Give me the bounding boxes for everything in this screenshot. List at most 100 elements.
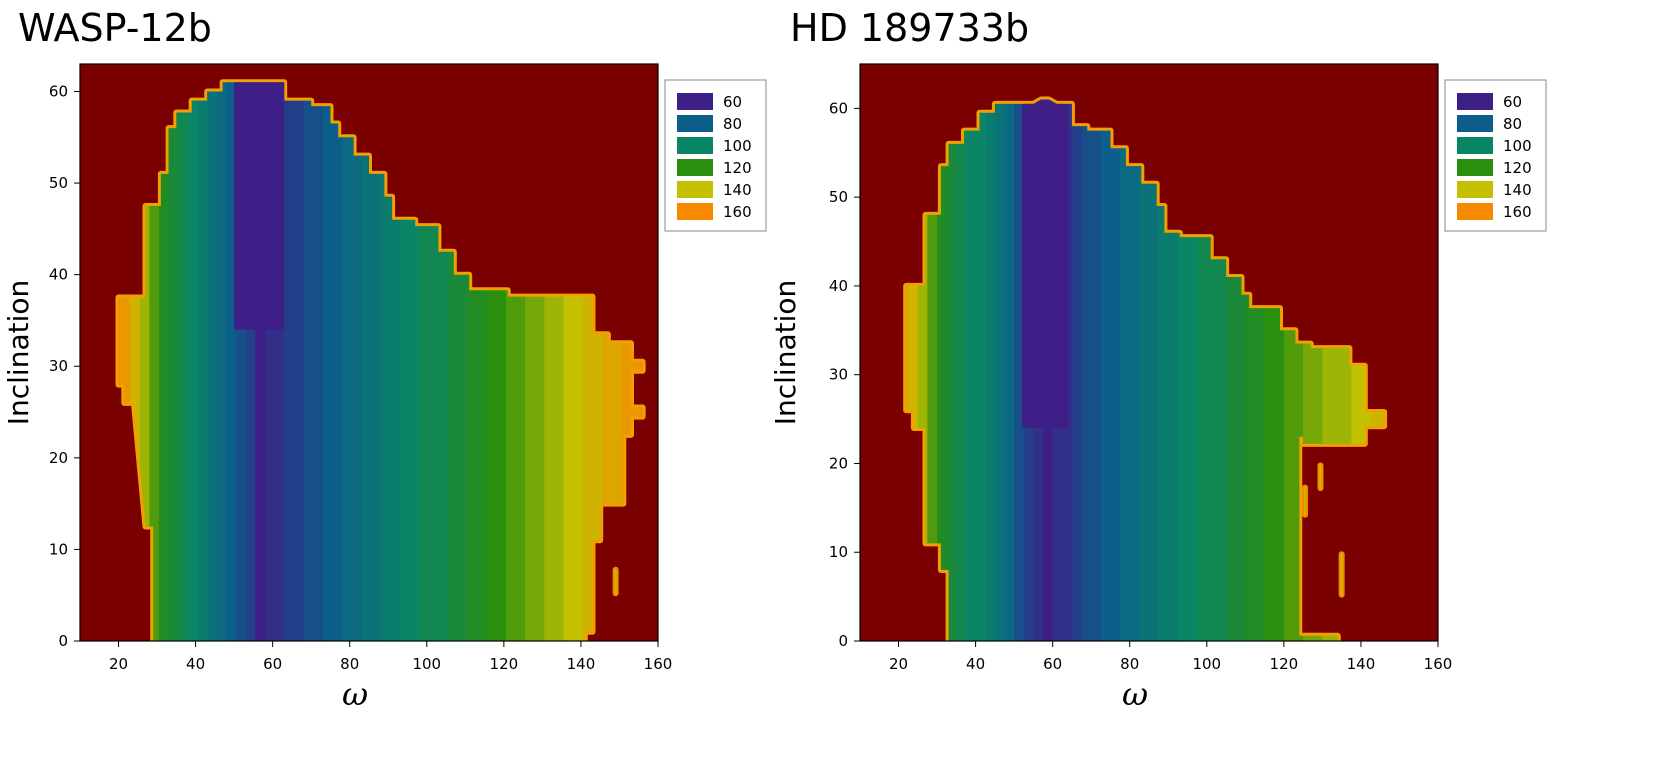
contour-band — [274, 82, 285, 641]
contour-region — [115, 64, 660, 641]
contour-band — [476, 82, 488, 641]
contour-band — [226, 82, 237, 641]
legend-swatch — [677, 181, 713, 198]
legend-label: 100 — [1503, 137, 1532, 155]
contour-band — [419, 82, 430, 641]
contour-band — [650, 64, 660, 641]
contour-band — [332, 82, 343, 641]
y-tick-label: 50 — [829, 188, 848, 206]
contour-band — [1235, 99, 1246, 641]
contour-band — [1370, 99, 1381, 641]
contour-band — [966, 99, 977, 641]
legend-swatch — [1457, 181, 1493, 198]
contour-band — [1081, 99, 1092, 641]
contour-band — [985, 99, 996, 641]
y-tick-label: 0 — [838, 632, 848, 650]
contour-patch — [1338, 551, 1345, 598]
y-tick-label: 60 — [49, 82, 68, 100]
x-tick-label: 60 — [263, 655, 282, 673]
contour-band — [1351, 99, 1362, 641]
contour-band — [1168, 99, 1179, 641]
contour-band — [438, 82, 449, 641]
contour-patch — [1302, 484, 1309, 518]
contour-core — [1021, 99, 1069, 428]
contour-band — [534, 82, 545, 641]
contour-band — [130, 82, 141, 641]
contour-band — [1004, 99, 1015, 641]
contour-band — [908, 99, 919, 641]
legend: 60 80 100 120 140 160 — [664, 79, 767, 232]
legend-label: 120 — [1503, 159, 1532, 177]
plot-frame — [859, 63, 1439, 642]
contour-band — [573, 82, 584, 641]
contour-core — [234, 82, 285, 330]
contour-band — [1197, 99, 1208, 641]
contour-band — [592, 82, 603, 641]
contour-band — [1033, 99, 1044, 641]
legend-swatch — [1457, 93, 1493, 110]
contour-band — [1014, 99, 1025, 641]
x-tick-label: 20 — [889, 655, 908, 673]
contour-band — [1332, 99, 1343, 641]
legend-swatch — [677, 203, 713, 220]
contour-band — [554, 82, 565, 641]
x-tick-label: 120 — [1270, 655, 1299, 673]
contour-band — [1129, 99, 1140, 641]
legend-swatch — [677, 93, 713, 110]
y-tick-label: 30 — [829, 366, 848, 384]
contour-band — [1303, 99, 1314, 641]
contour-band — [428, 82, 439, 641]
x-tick-label: 80 — [340, 655, 359, 673]
legend-swatch — [677, 159, 713, 176]
contour-band — [149, 82, 160, 641]
contour-band — [602, 82, 613, 641]
contour-band — [946, 99, 957, 641]
legend-swatch — [677, 115, 713, 132]
contour-band — [1341, 99, 1352, 641]
contour-band — [1245, 99, 1256, 641]
legend: 60 80 100 120 140 160 — [1444, 79, 1547, 232]
contour-band — [975, 99, 986, 641]
contour-band — [399, 82, 410, 641]
contour-band — [197, 82, 208, 641]
contour-band — [956, 99, 967, 641]
contour-band — [139, 82, 150, 641]
contour-band — [1139, 99, 1150, 641]
x-tick-label: 160 — [1424, 655, 1453, 673]
contour-band — [1043, 99, 1054, 641]
contour-band — [1380, 99, 1385, 641]
contour-band — [1293, 99, 1304, 641]
contour-band — [1158, 99, 1169, 641]
legend-swatch — [1457, 159, 1493, 176]
contour-band — [1206, 99, 1217, 641]
x-tick-label: 100 — [412, 655, 441, 673]
region-edge — [903, 96, 1388, 641]
legend-box — [1444, 79, 1547, 232]
y-tick-label: 40 — [829, 277, 848, 295]
contour-band — [293, 82, 305, 641]
legend-label: 120 — [723, 159, 752, 177]
contour-band — [207, 82, 218, 641]
legend-label: 140 — [723, 181, 752, 199]
contour-band — [448, 82, 459, 641]
region-fill — [118, 64, 660, 641]
contour-band — [1187, 99, 1198, 641]
region-edge — [115, 79, 646, 641]
contour-band — [457, 82, 468, 641]
contour-band — [544, 82, 555, 641]
contour-band — [927, 99, 938, 641]
contour-band — [168, 82, 179, 641]
contour-band — [390, 82, 401, 641]
contour-band — [1071, 99, 1083, 641]
contour-band — [245, 82, 256, 641]
y-axis-title: Inclination — [2, 280, 35, 426]
contour-band — [118, 82, 121, 641]
contour-band — [611, 82, 622, 641]
contour-band — [236, 82, 247, 641]
y-tick-label: 20 — [49, 449, 68, 467]
contour-band — [1283, 99, 1295, 641]
contour-band — [525, 82, 536, 641]
legend-label: 60 — [1503, 93, 1522, 111]
contour-band — [1274, 99, 1285, 641]
